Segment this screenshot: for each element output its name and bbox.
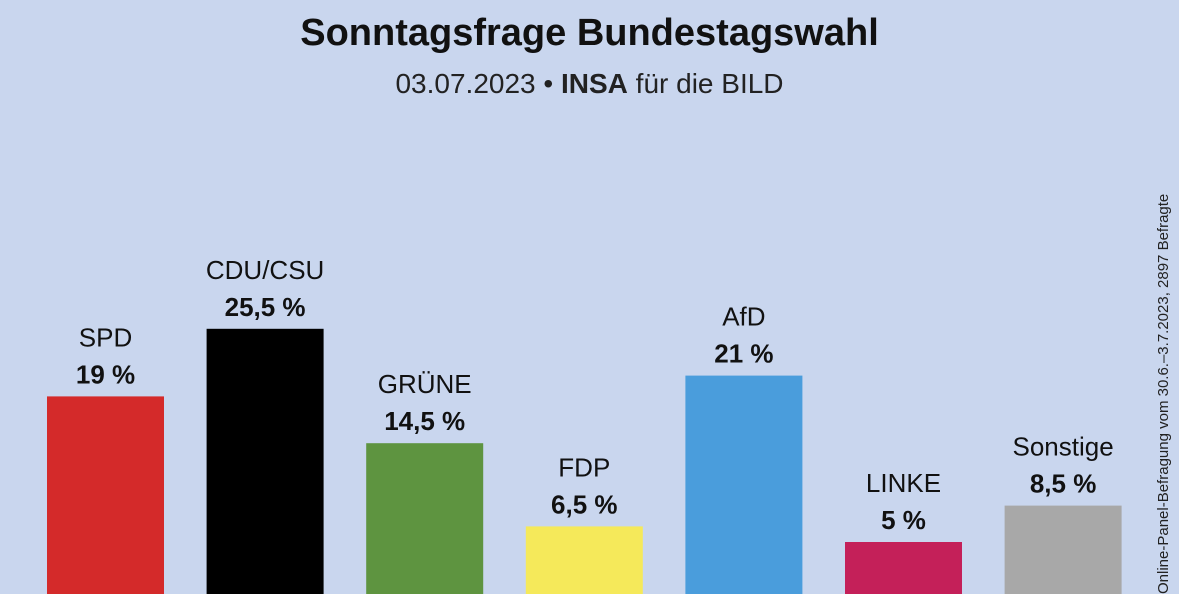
bar-sonstige xyxy=(1004,505,1122,594)
poll-date: 03.07.2023 xyxy=(395,68,536,99)
chart-subtitle: 03.07.2023 • INSA für die BILD xyxy=(0,68,1179,100)
chart-title: Sonntagsfrage Bundestagswahl xyxy=(300,12,879,54)
bar-label-afd: AfD xyxy=(722,302,765,332)
bar-label-spd: SPD xyxy=(79,322,132,352)
bar-label-fdp: FDP xyxy=(558,452,610,482)
bar-cdu-csu xyxy=(206,328,324,594)
bar-spd xyxy=(47,396,164,594)
bar-afd xyxy=(685,375,803,594)
bar-label-sonstige: Sonstige xyxy=(1013,432,1114,462)
bar-linke xyxy=(845,542,962,594)
bar-fdp xyxy=(525,526,643,594)
bar-label-linke: LINKE xyxy=(866,468,941,498)
bar-value-linke: 5 % xyxy=(881,505,926,535)
bar-value-gruene: 14,5 % xyxy=(384,406,465,436)
bar-gruene xyxy=(366,443,484,594)
bar-value-spd: 19 % xyxy=(76,359,135,389)
bar-value-afd: 21 % xyxy=(714,339,773,369)
subtitle-separator: • xyxy=(543,68,554,99)
bar-value-fdp: 6,5 % xyxy=(551,489,618,519)
bar-value-cdu-csu: 25,5 % xyxy=(225,292,306,322)
poll-institute: INSA xyxy=(560,68,628,99)
poll-client: für die BILD xyxy=(635,68,784,99)
survey-note: Online-Panel-Befragung vom 30.6.–3.7.202… xyxy=(1155,193,1172,594)
bar-label-gruene: GRÜNE xyxy=(378,369,472,399)
bar-label-cdu-csu: CDU/CSU xyxy=(206,255,324,285)
bar-value-sonstige: 8,5 % xyxy=(1030,469,1097,499)
